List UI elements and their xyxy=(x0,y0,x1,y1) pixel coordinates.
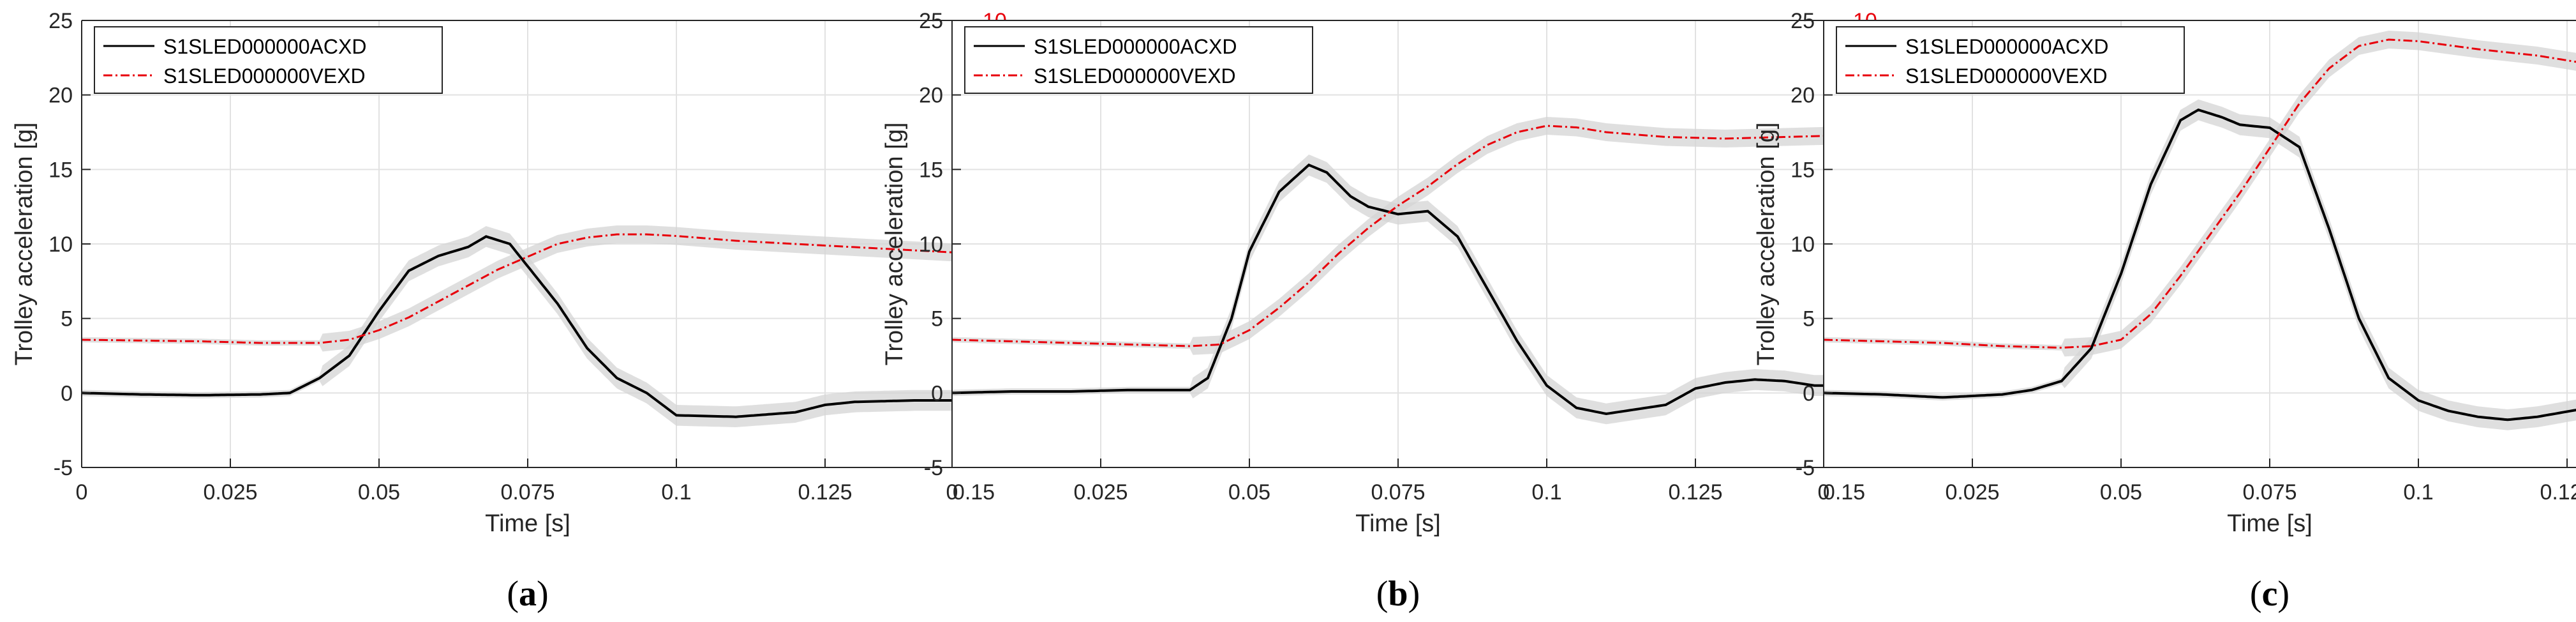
y-left-tick-label: 5 xyxy=(931,307,943,331)
y-left-tick-label: -5 xyxy=(924,456,943,480)
legend-label-velocity: S1SLED000000VEXD xyxy=(1034,64,1236,87)
series-line-acceleration xyxy=(1823,108,2576,421)
y-left-tick-label: 10 xyxy=(48,232,73,257)
x-tick-label: 0.05 xyxy=(358,480,400,504)
x-tick-label: 0.15 xyxy=(1823,480,1865,504)
panel-caption-letter: a xyxy=(519,574,537,614)
series-line-acceleration xyxy=(951,163,1844,416)
series-band-velocity xyxy=(952,117,1844,355)
series-line-acceleration xyxy=(81,235,974,418)
y-left-tick-label: 20 xyxy=(919,84,943,108)
y-left-axis-label: Trolley acceleration [g] xyxy=(881,123,908,366)
panel-caption: (b) xyxy=(1376,574,1420,614)
panel-caption-letter: c xyxy=(2262,574,2278,614)
panel-caption-letter: b xyxy=(1388,574,1408,614)
y-left-tick-label: 25 xyxy=(919,9,943,33)
x-tick-label: 0.075 xyxy=(1371,480,1425,504)
x-tick-label: 0.025 xyxy=(203,480,257,504)
x-axis-label: Time [s] xyxy=(2227,510,2312,537)
x-tick-label: 0.125 xyxy=(1668,480,1722,504)
y-left-tick-label: 20 xyxy=(48,84,73,108)
x-tick-label: 0 xyxy=(76,480,88,504)
legend: S1SLED000000ACXD S1SLED000000VEXD xyxy=(964,26,1313,94)
y-left-tick-label: 0 xyxy=(61,381,73,406)
legend-box xyxy=(94,26,443,94)
panel-caption: (c) xyxy=(2250,574,2289,614)
y-left-tick-label: 10 xyxy=(1791,232,1815,257)
x-tick-label: 0.1 xyxy=(1531,480,1561,504)
series-band-acceleration xyxy=(1824,99,2576,430)
series-band-velocity xyxy=(82,225,974,352)
legend-box xyxy=(964,26,1313,94)
y-left-tick-label: -5 xyxy=(54,456,73,480)
legend-box xyxy=(1836,26,2185,94)
x-tick-label: 0.025 xyxy=(1073,480,1128,504)
y-left-tick-label: 0 xyxy=(1803,381,1815,406)
x-tick-label: 0.05 xyxy=(1228,480,1270,504)
x-tick-label: 0 xyxy=(1818,480,1830,504)
panel-caption: (a) xyxy=(507,574,548,614)
x-tick-label: 0.1 xyxy=(2403,480,2433,504)
y-left-axis-label: Trolley acceleration [g] xyxy=(1753,123,1780,366)
y-left-tick-label: 5 xyxy=(61,307,73,331)
x-tick-label: 0.15 xyxy=(953,480,995,504)
y-left-tick-label: 25 xyxy=(48,9,73,33)
y-left-tick-label: 20 xyxy=(1791,84,1815,108)
y-left-tick-label: 10 xyxy=(919,232,943,257)
legend-label-velocity: S1SLED000000VEXD xyxy=(163,64,366,87)
series-line-velocity xyxy=(1823,38,2576,349)
x-tick-label: 0.075 xyxy=(500,480,555,504)
legend-label-acceleration: S1SLED000000ACXD xyxy=(1905,35,2108,58)
x-tick-label: 0.05 xyxy=(2100,480,2142,504)
legend-label-velocity: S1SLED000000VEXD xyxy=(1905,64,2108,87)
legend: S1SLED000000ACXD S1SLED000000VEXD xyxy=(94,26,443,94)
y-left-tick-label: 15 xyxy=(1791,158,1815,182)
x-tick-label: 0.1 xyxy=(661,480,691,504)
series-line-velocity xyxy=(951,125,1845,347)
series-line-velocity xyxy=(81,233,974,344)
y-left-tick-label: 0 xyxy=(931,381,943,406)
x-axis-label: Time [s] xyxy=(1355,510,1441,537)
x-tick-label: 0.075 xyxy=(2242,480,2297,504)
y-left-tick-label: 15 xyxy=(48,158,73,182)
y-left-tick-label: 15 xyxy=(919,158,943,182)
x-tick-label: 0.125 xyxy=(798,480,852,504)
legend-label-acceleration: S1SLED000000ACXD xyxy=(1034,35,1237,58)
y-left-tick-label: 5 xyxy=(1803,307,1815,331)
y-left-tick-label: 25 xyxy=(1791,9,1815,33)
x-tick-label: 0 xyxy=(946,480,958,504)
chart-panel-c: 00.0250.050.0750.10.1250.15-505101520250… xyxy=(1753,9,2576,614)
x-tick-label: 0.125 xyxy=(2540,480,2576,504)
y-left-axis-label: Trolley acceleration [g] xyxy=(11,123,38,366)
legend: S1SLED000000ACXD S1SLED000000VEXD xyxy=(1836,26,2185,94)
legend-label-acceleration: S1SLED000000ACXD xyxy=(163,35,366,58)
y-left-tick-label: -5 xyxy=(1796,456,1815,480)
x-axis-label: Time [s] xyxy=(485,510,570,537)
x-tick-label: 0.025 xyxy=(1945,480,1999,504)
